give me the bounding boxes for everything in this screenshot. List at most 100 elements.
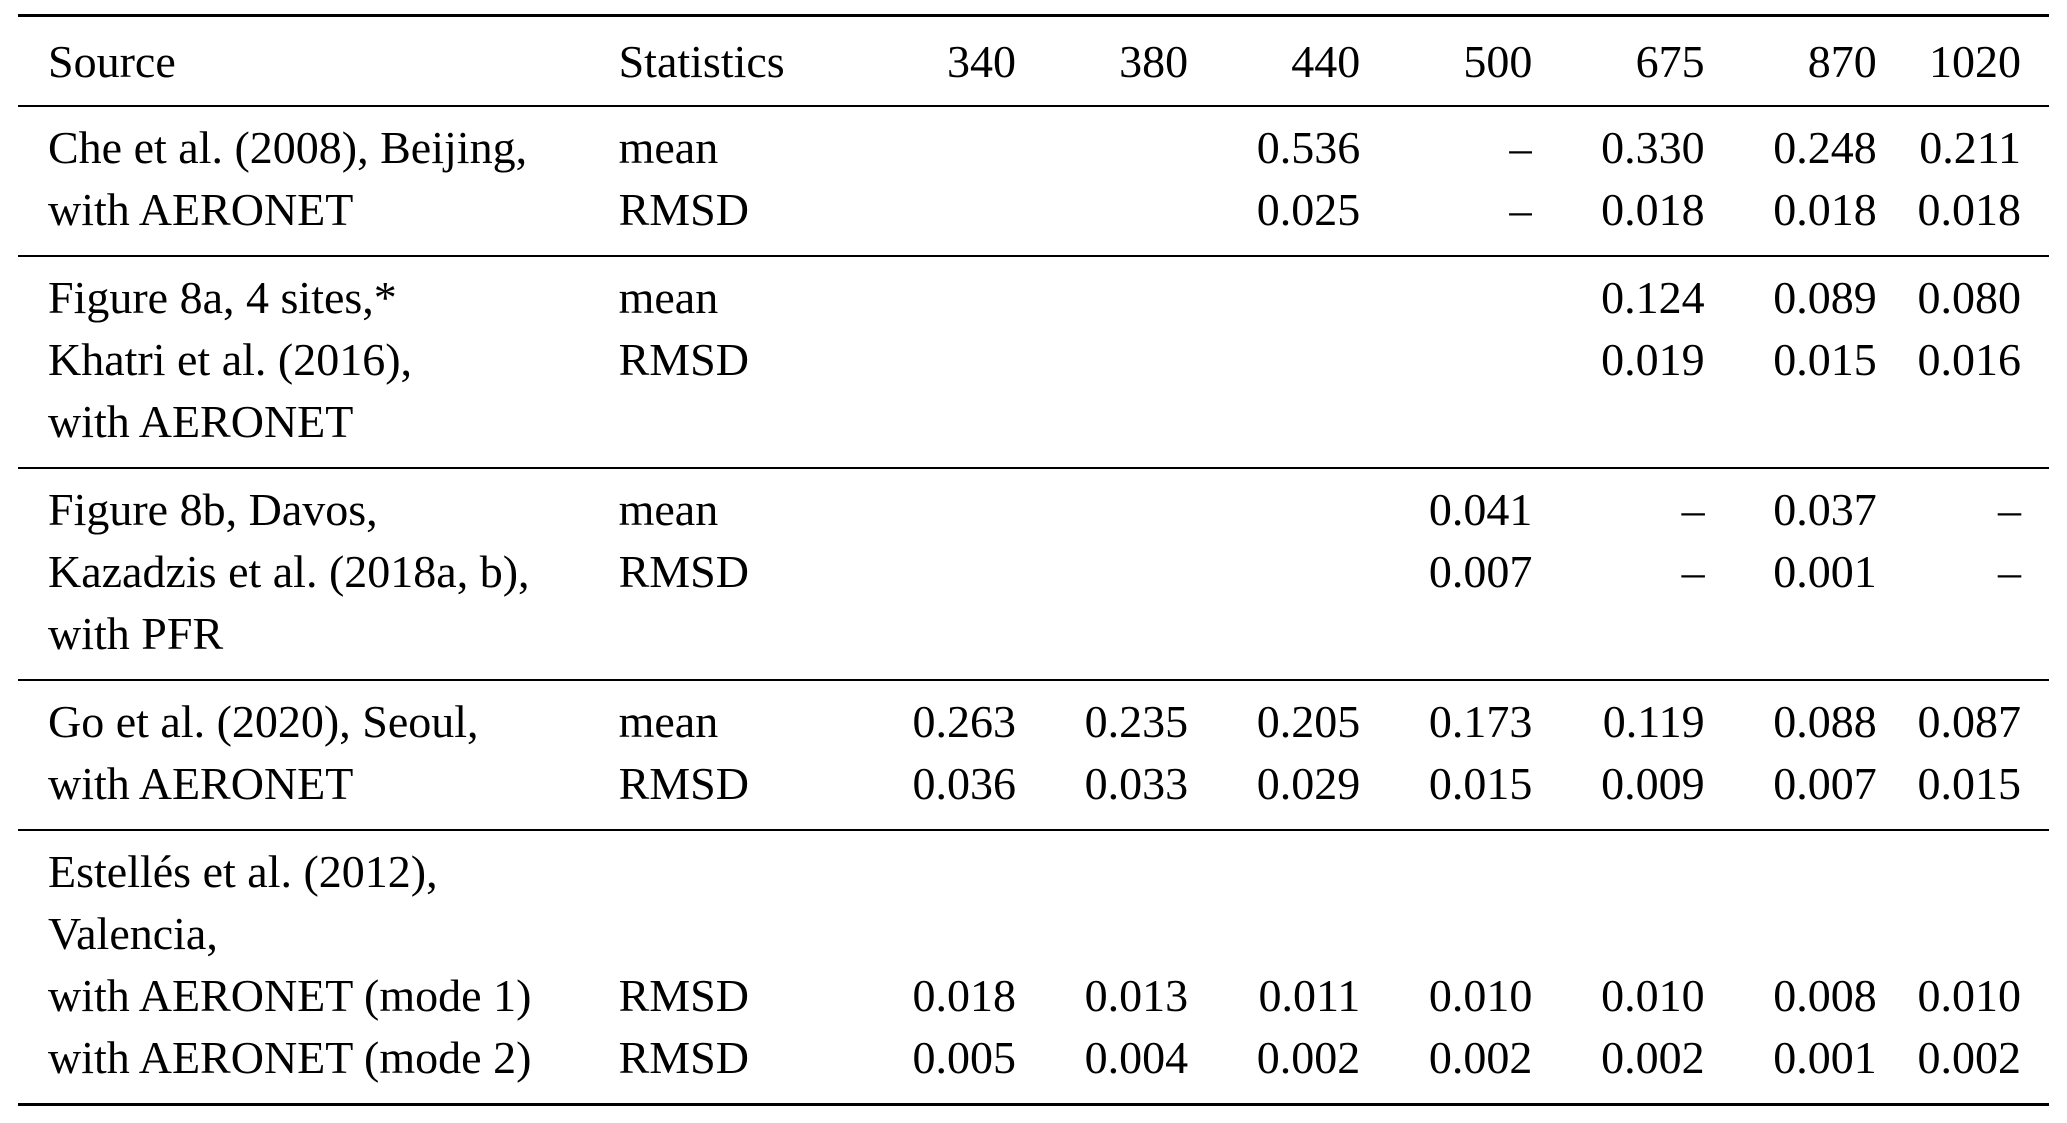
value-cell: 0.002 bbox=[1917, 1032, 2022, 1083]
value-cell: 0.001 bbox=[1773, 546, 1877, 597]
value-cell: 0.009 bbox=[1601, 758, 1705, 809]
statistic-cell bbox=[619, 903, 844, 965]
value-cell: – bbox=[1998, 546, 2021, 597]
value-cell bbox=[1360, 329, 1532, 391]
value-cell bbox=[1016, 541, 1188, 603]
value-cell bbox=[844, 329, 1016, 391]
column-header-340: 340 bbox=[843, 15, 1016, 107]
value-cell: 0.007 bbox=[1773, 758, 1877, 809]
value-cell: 0.010 bbox=[1917, 970, 2022, 1021]
table-row: Figure 8b, Davos, mean 0.041 – 0.037 – bbox=[18, 468, 2049, 541]
value-cell bbox=[844, 256, 1016, 329]
value-cell: 0.089 bbox=[1773, 272, 1877, 323]
value-cell bbox=[1188, 603, 1360, 680]
value-cell: 0.019 bbox=[1601, 334, 1705, 385]
value-cell: 0.013 bbox=[1084, 970, 1189, 1021]
source-cell: Valencia, bbox=[48, 908, 218, 959]
statistic-cell bbox=[619, 603, 844, 680]
value-cell: 0.119 bbox=[1602, 696, 1705, 747]
statistic-cell: mean bbox=[618, 484, 719, 535]
table-group-1: Figure 8a, 4 sites,* mean 0.124 0.089 0.080 K… bbox=[18, 256, 2049, 468]
value-cell bbox=[1877, 391, 2049, 468]
value-cell: – bbox=[1509, 184, 1533, 235]
statistic-cell: RMSD bbox=[618, 758, 749, 809]
value-cell: 0.041 bbox=[1428, 484, 1533, 535]
value-cell: – bbox=[1681, 484, 1705, 535]
value-cell: – bbox=[1998, 484, 2021, 535]
value-cell: 0.002 bbox=[1428, 1032, 1533, 1083]
table-row: Che et al. (2008), Beijing, mean 0.536 – 0.3… bbox=[18, 106, 2049, 179]
value-cell bbox=[844, 179, 1016, 256]
value-cell: 0.330 bbox=[1601, 122, 1705, 173]
value-cell: 0.018 bbox=[912, 970, 1016, 1021]
value-cell bbox=[844, 391, 1016, 468]
column-header-source: Source bbox=[18, 15, 619, 107]
value-cell: 0.004 bbox=[1084, 1032, 1189, 1083]
value-cell: 0.015 bbox=[1917, 758, 2022, 809]
value-cell bbox=[844, 541, 1016, 603]
table-header: Source Statistics 340 380 440 500 675 87… bbox=[18, 15, 2049, 107]
value-cell: 0.015 bbox=[1428, 758, 1533, 809]
column-header-440: 440 bbox=[1188, 15, 1361, 107]
value-cell: 0.235 bbox=[1084, 696, 1189, 747]
column-header-380: 380 bbox=[1015, 15, 1189, 107]
source-cell: Khatri et al. (2016), bbox=[48, 334, 413, 385]
header-row: Source Statistics 340 380 440 500 675 87… bbox=[18, 15, 2049, 107]
value-cell bbox=[1705, 391, 1877, 468]
table-row: with AERONET RMSD 0.036 0.033 0.029 0.015 0.00… bbox=[18, 753, 2049, 830]
source-cell: Che et al. (2008), Beijing, bbox=[48, 122, 528, 173]
table-group-3: Go et al. (2020), Seoul, mean 0.263 0.235 0.… bbox=[18, 680, 2049, 830]
value-cell: 0.036 bbox=[912, 758, 1016, 809]
source-cell: Go et al. (2020), Seoul, bbox=[48, 696, 479, 747]
value-cell: – bbox=[1509, 122, 1533, 173]
column-header-870: 870 bbox=[1704, 15, 1877, 107]
value-cell: 0.005 bbox=[912, 1032, 1016, 1083]
value-cell bbox=[1877, 830, 2049, 903]
value-cell bbox=[844, 903, 1016, 965]
table-row: with AERONET (mode 2) RMSD 0.005 0.004 0.002… bbox=[18, 1027, 2049, 1105]
value-cell: 0.010 bbox=[1428, 970, 1533, 1021]
table-row: Estellés et al. (2012), bbox=[18, 830, 2049, 903]
value-cell: 0.015 bbox=[1773, 334, 1877, 385]
value-cell: 0.018 bbox=[1601, 184, 1705, 235]
table-row: with AERONET RMSD 0.025 – 0.018 0.018 0.018 bbox=[18, 179, 2049, 256]
statistic-cell: RMSD bbox=[618, 334, 749, 385]
source-cell: with PFR bbox=[48, 608, 224, 659]
source-cell: with AERONET (mode 1) bbox=[48, 970, 532, 1021]
value-cell: 0.037 bbox=[1773, 484, 1877, 535]
value-cell bbox=[1188, 391, 1360, 468]
value-cell: – bbox=[1681, 546, 1705, 597]
value-cell bbox=[1188, 903, 1360, 965]
value-cell bbox=[1188, 329, 1360, 391]
value-cell bbox=[1016, 903, 1188, 965]
table-row: with AERONET bbox=[18, 391, 2049, 468]
value-cell: 0.263 bbox=[912, 696, 1016, 747]
value-cell bbox=[1188, 256, 1360, 329]
value-cell bbox=[1705, 603, 1877, 680]
value-cell: 0.124 bbox=[1601, 272, 1705, 323]
value-cell: 0.002 bbox=[1601, 1032, 1705, 1083]
value-cell: 0.002 bbox=[1256, 1032, 1361, 1083]
value-cell bbox=[1016, 329, 1188, 391]
value-cell: 0.248 bbox=[1773, 122, 1877, 173]
source-cell: with AERONET bbox=[48, 396, 354, 447]
value-cell bbox=[1016, 830, 1188, 903]
value-cell bbox=[1016, 468, 1188, 541]
value-cell: 0.080 bbox=[1917, 272, 2022, 323]
results-table: Source Statistics 340 380 440 500 675 87… bbox=[18, 14, 2049, 1106]
value-cell: 0.211 bbox=[1919, 122, 2021, 173]
value-cell bbox=[1016, 603, 1188, 680]
table-group-4: Estellés et al. (2012), Valencia, with AER… bbox=[18, 830, 2049, 1105]
value-cell bbox=[844, 468, 1016, 541]
value-cell: 0.001 bbox=[1773, 1032, 1877, 1083]
value-cell: 0.205 bbox=[1256, 696, 1361, 747]
value-cell: 0.029 bbox=[1256, 758, 1361, 809]
source-cell: with AERONET bbox=[48, 758, 354, 809]
table-row: with AERONET (mode 1) RMSD 0.018 0.013 0.011… bbox=[18, 965, 2049, 1027]
value-cell bbox=[1360, 391, 1532, 468]
table-row: Figure 8a, 4 sites,* mean 0.124 0.089 0.080 bbox=[18, 256, 2049, 329]
statistic-cell: mean bbox=[618, 272, 719, 323]
value-cell bbox=[1532, 903, 1704, 965]
value-cell bbox=[1016, 256, 1188, 329]
value-cell bbox=[1877, 603, 2049, 680]
